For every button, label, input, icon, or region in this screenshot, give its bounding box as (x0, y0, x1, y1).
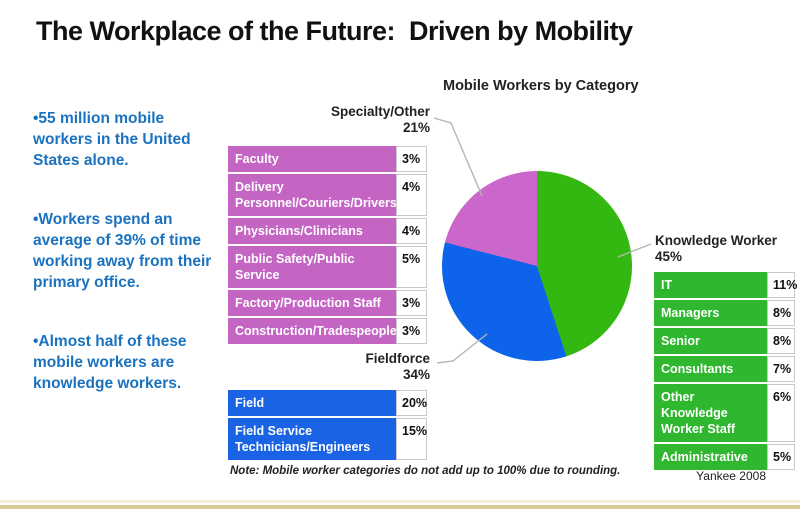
table-row: Managers 8% (654, 300, 795, 326)
table-row: Other Knowledge Worker Staff 6% (654, 384, 795, 442)
knowledge-table: IT 11% Managers 8% Senior 8% Consultants… (654, 272, 797, 472)
row-label: Managers (654, 300, 767, 326)
row-value: 4% (396, 174, 427, 216)
bullet-item: •55 million mobile workers in the United… (33, 110, 191, 169)
note-text: Note: Mobile worker categories do not ad… (230, 465, 621, 477)
row-label: Other Knowledge Worker Staff (654, 384, 767, 442)
row-label: Delivery Personnel/Couriers/Drivers (228, 174, 397, 216)
row-value: 6% (767, 384, 795, 442)
table-row: Administrative 5% (654, 444, 795, 470)
row-value: 3% (396, 290, 427, 316)
table-row: Field 20% (228, 390, 427, 416)
row-value: 5% (396, 246, 427, 288)
row-label: Consultants (654, 356, 767, 382)
row-value: 8% (767, 300, 795, 326)
specialty-label: Specialty/Other (330, 104, 430, 119)
source-text: Yankee 2008 (696, 469, 766, 483)
knowledge-header: Knowledge Worker 45% (655, 233, 777, 265)
row-value: 4% (396, 218, 427, 244)
table-row: Factory/Production Staff 3% (228, 290, 427, 316)
table-row: Construction/Tradespeople 3% (228, 318, 427, 344)
row-value: 3% (396, 318, 427, 344)
bottom-border-dark (0, 505, 800, 509)
specialty-header: Specialty/Other 21% (250, 104, 430, 136)
bullet-item: •Workers spend an average of 39% of time… (33, 211, 212, 291)
fieldforce-pct: 34% (402, 367, 430, 382)
fieldforce-table: Field 20% Field Service Technicians/Engi… (228, 390, 427, 462)
knowledge-pct: 45% (655, 249, 683, 264)
fieldforce-header: Fieldforce 34% (250, 351, 430, 383)
table-row: IT 11% (654, 272, 797, 298)
row-value: 8% (767, 328, 795, 354)
row-label: Administrative (654, 444, 767, 470)
row-label: Field (228, 390, 396, 416)
row-value: 11% (767, 272, 797, 298)
row-value: 20% (396, 390, 427, 416)
row-value: 3% (396, 146, 427, 172)
row-label: Senior (654, 328, 767, 354)
knowledge-label: Knowledge Worker (655, 233, 778, 248)
bottom-border-light (0, 500, 800, 503)
specialty-pct: 21% (402, 120, 430, 135)
table-row: Senior 8% (654, 328, 795, 354)
bullet-list: •55 million mobile workers in the United… (33, 108, 215, 432)
row-value: 15% (396, 418, 427, 460)
table-row: Public Safety/Public Service 5% (228, 246, 427, 288)
slide-title: The Workplace of the Future: Driven by M… (36, 16, 633, 46)
row-label: IT (654, 272, 767, 298)
table-row: Delivery Personnel/Couriers/Drivers 4% (228, 174, 427, 216)
row-label: Construction/Tradespeople (228, 318, 397, 344)
row-label: Physicians/Clinicians (228, 218, 396, 244)
fieldforce-label: Fieldforce (365, 351, 430, 366)
pie-chart (442, 171, 632, 361)
row-label: Faculty (228, 146, 396, 172)
row-label: Public Safety/Public Service (228, 246, 396, 288)
table-row: Faculty 3% (228, 146, 427, 172)
table-row: Field Service Technicians/Engineers 15% (228, 418, 427, 460)
row-label: Factory/Production Staff (228, 290, 396, 316)
leader-line-specialty (433, 117, 483, 197)
row-value: 5% (767, 444, 795, 470)
row-label: Field Service Technicians/Engineers (228, 418, 396, 460)
table-row: Consultants 7% (654, 356, 795, 382)
chart-title: Mobile Workers by Category (443, 78, 639, 94)
specialty-table: Faculty 3% Delivery Personnel/Couriers/D… (228, 146, 427, 346)
bullet-item: •Almost half of these mobile workers are… (33, 333, 187, 392)
row-value: 7% (767, 356, 795, 382)
table-row: Physicians/Clinicians 4% (228, 218, 427, 244)
